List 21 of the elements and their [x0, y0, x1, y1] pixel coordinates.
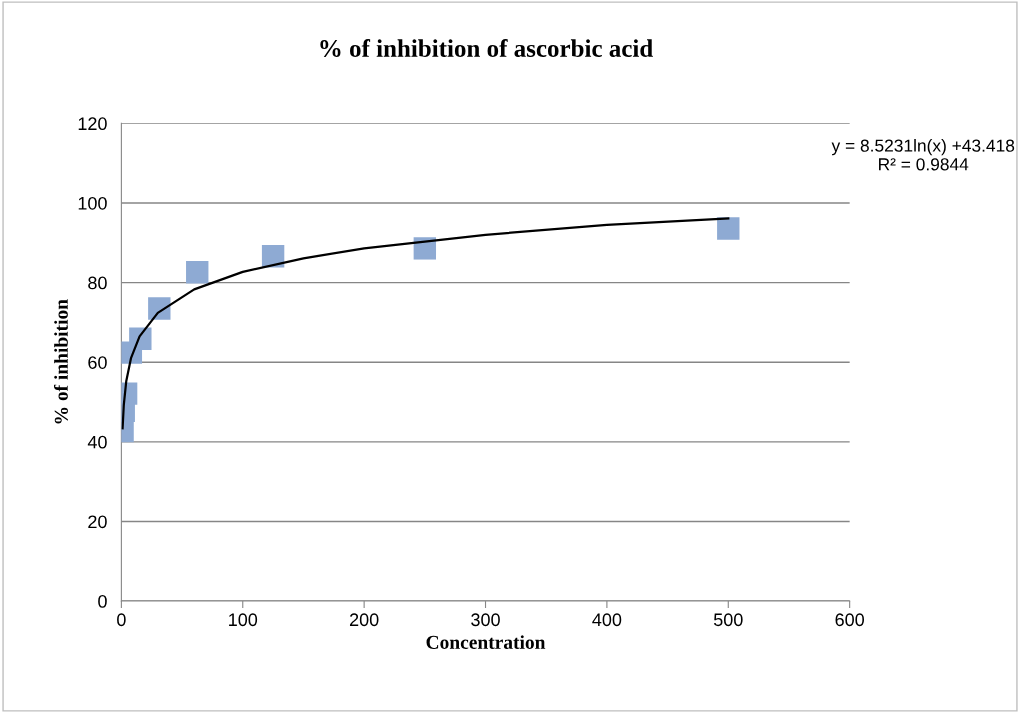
x-tick-label: 500: [713, 613, 743, 627]
x-axis-title: Concentration: [426, 635, 546, 649]
y-tick-label: 120: [78, 117, 107, 131]
x-tick-label: 100: [229, 613, 258, 627]
x-tick-label: 300: [471, 613, 500, 627]
x-tick-label: 0: [117, 613, 126, 627]
y-axis-title: % of inhibition: [53, 299, 68, 424]
y-tick-label: 60: [88, 356, 107, 369]
y-tick-label: 80: [88, 276, 107, 290]
chart-title: % of inhibition of ascorbic acid: [320, 39, 653, 58]
y-tick-label: 0: [98, 594, 107, 608]
point: [186, 261, 209, 284]
point: [261, 245, 285, 268]
y-tick-label: 100: [78, 196, 107, 210]
annotation: y = 8.5231ln(x) +43.418 R² = 0.9844: [831, 139, 1015, 171]
x-tick-label: 200: [349, 613, 379, 627]
x-tick-label: 600: [835, 613, 865, 627]
point: [717, 217, 740, 240]
y-tick-label: 20: [88, 515, 107, 529]
x-tick-label: 400: [592, 613, 622, 627]
y-tick-label: 40: [87, 435, 107, 449]
